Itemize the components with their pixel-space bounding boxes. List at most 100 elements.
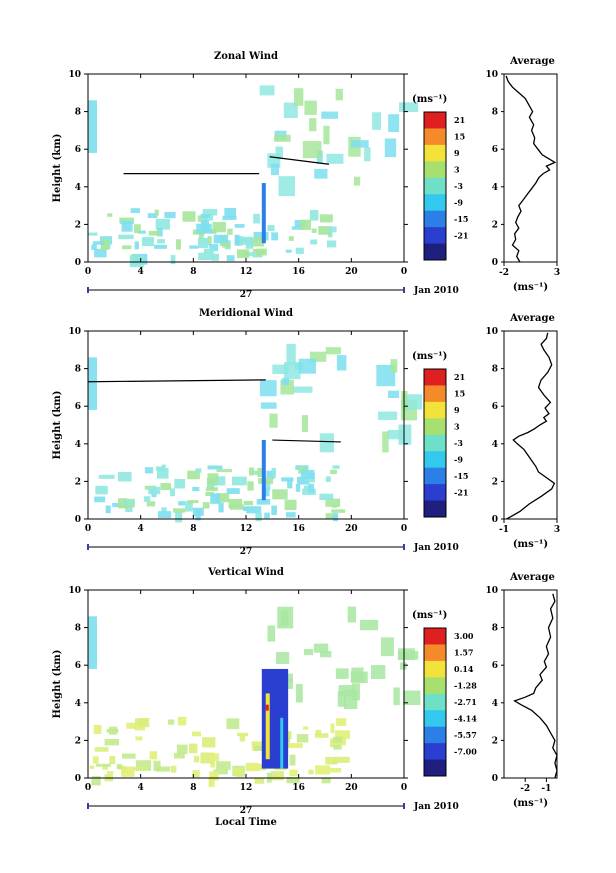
field-cell xyxy=(315,729,322,735)
field-cell xyxy=(295,684,303,703)
field-cell xyxy=(292,386,313,393)
colorbar-tick-label: 9 xyxy=(454,405,460,415)
field-cell xyxy=(187,500,199,504)
field-cell xyxy=(237,249,250,259)
field-cell xyxy=(321,777,331,784)
field-cell xyxy=(243,500,254,506)
field-cell xyxy=(372,112,381,130)
field-cell xyxy=(88,357,97,410)
y-tick-label: 2 xyxy=(75,736,81,746)
field-cell xyxy=(364,147,371,162)
field-cell xyxy=(153,760,161,771)
field-cell xyxy=(294,220,305,228)
x-tick-label: 0 xyxy=(401,524,407,534)
average-x-axis-label: (ms⁻¹) xyxy=(513,282,548,293)
average-y-tick-label: 4 xyxy=(492,699,498,709)
field-cell xyxy=(208,777,215,788)
field-cell xyxy=(233,769,242,775)
field-cell xyxy=(377,411,398,420)
field-cell xyxy=(332,465,340,469)
feature-line xyxy=(269,156,330,165)
average-x-tick-label: 3 xyxy=(554,268,560,278)
field-cell xyxy=(198,252,214,261)
field-cell xyxy=(350,140,369,148)
colorbar-unit: (ms⁻¹) xyxy=(412,351,447,362)
average-profile-line xyxy=(506,332,556,520)
x-tick-label: 16 xyxy=(292,524,305,534)
colorbar-segment xyxy=(424,128,446,146)
field-cell xyxy=(176,744,188,755)
average-y-tick-label: 0 xyxy=(492,515,498,525)
field-cell xyxy=(319,433,334,453)
field-cell xyxy=(267,225,275,231)
field-cell xyxy=(289,754,296,766)
field-cell xyxy=(148,486,161,495)
field-cell xyxy=(234,234,240,246)
field-cell xyxy=(192,731,202,737)
field-cell xyxy=(212,222,226,233)
x-tick-label: 0 xyxy=(401,267,407,277)
field-cell xyxy=(336,718,347,726)
field-cell xyxy=(397,648,416,661)
field-cell xyxy=(326,240,337,248)
field-cell xyxy=(266,470,275,479)
field-cell xyxy=(226,255,235,262)
field-cell xyxy=(170,255,176,264)
field-cell xyxy=(352,683,360,701)
y-tick-label: 10 xyxy=(68,70,81,80)
field-cell xyxy=(308,769,314,775)
field-cell xyxy=(94,248,107,258)
average-y-tick-label: 6 xyxy=(492,145,498,155)
field-cell xyxy=(138,230,146,234)
field-cell xyxy=(107,213,113,217)
field-cell xyxy=(330,768,342,773)
field-cell xyxy=(195,510,201,521)
field-cell xyxy=(296,476,310,485)
colorbar-segment xyxy=(424,144,446,162)
field-cell xyxy=(224,207,236,218)
field-cell xyxy=(295,247,304,254)
field-cell xyxy=(326,153,344,164)
colorbar-tick-label: -2.71 xyxy=(454,697,477,707)
panel-title: Zonal Wind xyxy=(214,51,278,62)
field-cell xyxy=(332,513,339,522)
field-cell xyxy=(170,488,175,497)
colorbar-segment xyxy=(424,484,446,502)
y-tick-label: 8 xyxy=(75,108,81,118)
field-cell xyxy=(211,253,219,261)
field-cell xyxy=(130,208,140,214)
field-cell xyxy=(253,745,266,751)
y-tick-label: 6 xyxy=(75,661,81,671)
field-cell xyxy=(205,491,214,497)
average-y-tick-label: 8 xyxy=(492,365,498,375)
field-cell xyxy=(227,228,233,235)
x-tick-label: 20 xyxy=(345,524,358,534)
y-tick-label: 6 xyxy=(75,402,81,412)
y-tick-label: 4 xyxy=(75,183,81,193)
field-cell xyxy=(92,756,99,764)
x-tick-label: 0 xyxy=(401,783,407,793)
field-cell xyxy=(187,470,200,480)
field-cell xyxy=(274,134,291,142)
colorbar-tick-label: -3 xyxy=(454,181,463,191)
field-cell xyxy=(222,215,237,220)
field-cell xyxy=(149,751,158,760)
field-cell xyxy=(248,467,255,476)
field-cell xyxy=(146,501,156,507)
field-cell xyxy=(303,485,312,490)
y-tick-label: 4 xyxy=(75,440,81,450)
colorbar-tick-label: -9 xyxy=(454,197,463,207)
field-cell xyxy=(303,649,314,656)
x-tick-label: 8 xyxy=(190,783,196,793)
field-cell xyxy=(253,231,269,241)
average-y-tick-label: 2 xyxy=(492,477,498,487)
convective-core xyxy=(261,183,266,244)
colorbar-segment xyxy=(424,112,446,129)
colorbar-segment xyxy=(424,467,446,485)
field-cell xyxy=(390,359,398,373)
average-x-axis-label: (ms⁻¹) xyxy=(513,798,548,809)
field-cell xyxy=(154,244,167,249)
average-profile-line xyxy=(513,593,558,779)
y-tick-label: 4 xyxy=(75,699,81,709)
field-cell xyxy=(309,351,327,362)
